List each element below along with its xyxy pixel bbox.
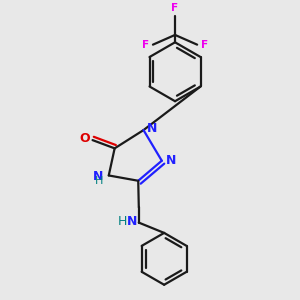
Text: N: N [147, 122, 158, 135]
Text: N: N [166, 154, 176, 166]
Text: N: N [127, 214, 137, 228]
Text: F: F [172, 3, 178, 14]
Text: N: N [93, 170, 104, 183]
Text: F: F [142, 40, 149, 50]
Text: H: H [95, 176, 103, 186]
Text: O: O [79, 132, 90, 145]
Text: F: F [201, 40, 208, 50]
Text: H: H [118, 214, 127, 228]
